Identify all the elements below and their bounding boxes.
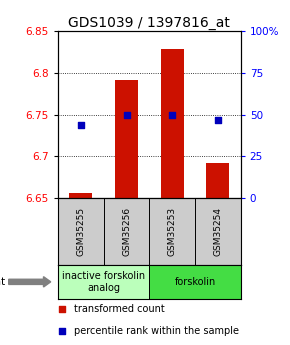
Bar bbox=[69, 193, 92, 198]
Bar bbox=[58, 265, 149, 298]
Bar bbox=[115, 80, 138, 198]
Text: GSM35253: GSM35253 bbox=[168, 207, 177, 256]
Bar bbox=[149, 265, 241, 298]
Text: GSM35254: GSM35254 bbox=[213, 207, 222, 256]
Text: percentile rank within the sample: percentile rank within the sample bbox=[75, 326, 240, 336]
Point bbox=[59, 307, 64, 312]
Text: transformed count: transformed count bbox=[75, 304, 165, 314]
Point bbox=[124, 112, 129, 117]
Text: agent: agent bbox=[0, 277, 6, 287]
Text: forskolin: forskolin bbox=[174, 277, 216, 287]
Title: GDS1039 / 1397816_at: GDS1039 / 1397816_at bbox=[68, 16, 230, 30]
Point bbox=[215, 117, 220, 122]
Text: inactive forskolin
analog: inactive forskolin analog bbox=[62, 271, 145, 293]
Point bbox=[59, 328, 64, 334]
Point bbox=[170, 112, 175, 117]
Point bbox=[79, 122, 83, 127]
Bar bbox=[161, 49, 184, 198]
Text: GSM35256: GSM35256 bbox=[122, 207, 131, 256]
Text: GSM35255: GSM35255 bbox=[76, 207, 85, 256]
Bar bbox=[206, 163, 229, 198]
